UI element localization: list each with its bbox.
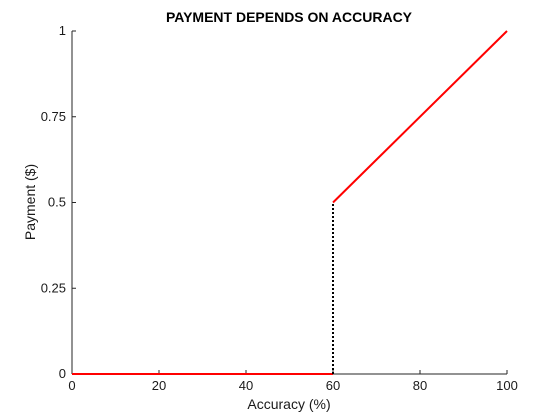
plot-series (72, 30, 508, 375)
payment-line-segment-2 (332, 30, 508, 204)
tick-labels: 0 20 40 60 80 100 0 0.25 0.5 0.75 1 (41, 23, 518, 393)
x-tick-label: 60 (326, 378, 340, 393)
x-tick-label: 20 (152, 378, 166, 393)
chart-title: PAYMENT DEPENDS ON ACCURACY (166, 9, 413, 25)
axes (71, 30, 508, 375)
y-axis-label: Payment ($) (22, 164, 38, 240)
y-tick-label: 0.5 (48, 195, 66, 210)
x-tick-label: 40 (239, 378, 253, 393)
x-tick-label: 80 (413, 378, 427, 393)
y-tick-label: 0.75 (41, 109, 66, 124)
y-tick-label: 0.25 (41, 280, 66, 295)
x-tick-label: 100 (496, 378, 518, 393)
y-tick-label: 1 (59, 23, 66, 38)
x-axis-label: Accuracy (%) (247, 396, 330, 412)
y-tick-label: 0 (59, 366, 66, 381)
x-tick-label: 0 (68, 378, 75, 393)
